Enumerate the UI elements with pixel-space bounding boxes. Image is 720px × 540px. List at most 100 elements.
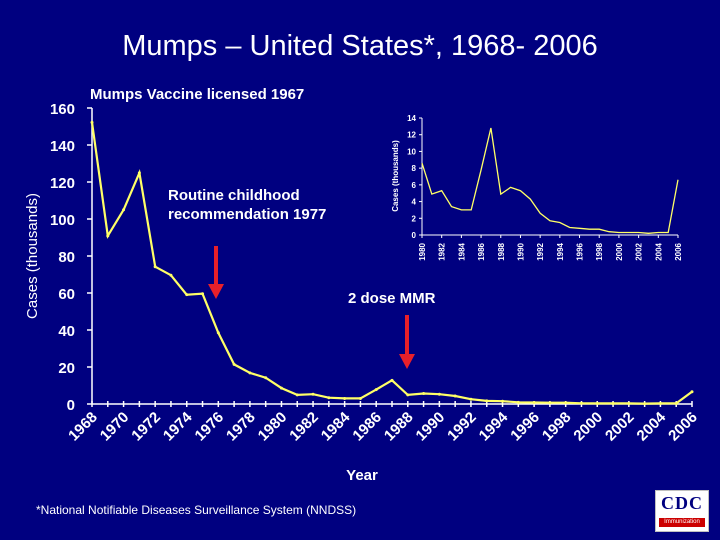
data-point — [122, 208, 126, 212]
inset-x-tick-label: 1992 — [536, 242, 545, 260]
data-point — [643, 402, 647, 406]
data-point — [90, 120, 94, 124]
x-tick-label: 1972 — [128, 409, 164, 445]
data-point — [516, 400, 520, 404]
data-point — [690, 390, 694, 394]
data-point — [279, 386, 283, 390]
data-point — [532, 401, 536, 405]
data-point — [216, 331, 220, 335]
y-tick-label: 40 — [58, 323, 75, 340]
data-point — [564, 401, 568, 405]
inset-x-tick-label: 1994 — [556, 242, 565, 260]
data-point — [232, 362, 236, 366]
data-point — [611, 401, 615, 405]
x-tick-label: 1984 — [318, 408, 354, 444]
x-tick-label: 1980 — [255, 409, 291, 445]
vaccine-licensed-label: Mumps Vaccine licensed 1967 — [90, 86, 304, 103]
inset-x-tick-label: 2002 — [635, 242, 644, 260]
x-tick-label: 1970 — [97, 409, 133, 445]
inset-y-tick-label: 10 — [407, 147, 416, 156]
data-point — [658, 401, 662, 405]
data-point — [264, 376, 268, 380]
inset-x-tick-label: 1982 — [438, 242, 447, 260]
data-point — [343, 396, 347, 400]
y-tick-label: 0 — [67, 397, 75, 414]
chart-annotations: Mumps Vaccine licensed 1967 Routine child… — [90, 86, 436, 369]
inset-y-tick-label: 12 — [407, 131, 416, 140]
inset-x-tick-label: 1980 — [418, 242, 427, 260]
x-tick-label: 1996 — [507, 409, 543, 445]
inset-y-tick-label: 14 — [407, 114, 416, 123]
data-point — [674, 401, 678, 405]
data-point — [469, 397, 473, 401]
data-point — [137, 171, 141, 175]
x-axis-title: Year — [346, 467, 378, 484]
y-axis-title: Cases (thousands) — [24, 193, 41, 319]
x-tick-label: 1992 — [444, 409, 480, 445]
routine-recommendation-label-2: recommendation 1977 — [168, 206, 326, 223]
data-point — [485, 399, 489, 403]
inset-x-tick-label: 1998 — [595, 242, 604, 260]
x-tick-label: 2006 — [665, 409, 701, 445]
inset-x-tick-label: 1984 — [457, 242, 466, 260]
inset-y-tick-label: 2 — [412, 214, 417, 223]
inset-x-tick-label: 2006 — [674, 242, 683, 260]
inset-y-tick-label: 4 — [412, 198, 417, 207]
inset-x-tick-label: 1990 — [516, 242, 525, 260]
inset-x-tick-label: 1988 — [497, 242, 506, 260]
inset-y-tick-label: 6 — [412, 181, 417, 190]
data-point — [295, 393, 299, 397]
cdc-logo: CDC Immunization — [655, 490, 709, 532]
data-point — [358, 396, 362, 400]
two-dose-mmr-label: 2 dose MMR — [348, 290, 436, 307]
inset-x-tick-label: 1986 — [477, 242, 486, 260]
x-tick-label: 1968 — [65, 409, 101, 445]
cdc-logo-band: Immunization — [659, 518, 705, 527]
y-tick-label: 120 — [50, 175, 75, 192]
x-tick-label: 1974 — [160, 408, 196, 444]
x-tick-label: 1990 — [413, 409, 449, 445]
two-dose-arrow-head — [399, 354, 415, 369]
x-tick-label: 1976 — [192, 409, 228, 445]
x-tick-label: 1982 — [286, 409, 322, 445]
data-point — [453, 394, 457, 398]
routine-arrow-head — [208, 284, 224, 299]
data-point — [437, 392, 441, 396]
inset-cases-line — [421, 127, 679, 234]
data-point — [422, 391, 426, 395]
main-chart-plot — [90, 120, 694, 406]
y-tick-label: 80 — [58, 249, 75, 266]
data-point — [327, 396, 331, 400]
inset-x-tick-label: 2000 — [615, 242, 624, 260]
data-point — [374, 388, 378, 392]
cdc-logo-letters: CDC — [661, 493, 703, 513]
x-tick-label: 1988 — [381, 409, 417, 445]
data-point — [311, 392, 315, 396]
data-point — [548, 401, 552, 405]
x-tick-label: 1994 — [476, 408, 512, 444]
data-point — [153, 265, 157, 269]
inset-y-tick-label: 0 — [412, 231, 417, 240]
data-point — [406, 393, 410, 397]
y-tick-label: 140 — [50, 138, 75, 155]
x-tick-label: 2004 — [634, 408, 670, 444]
footnote: *National Notifiable Diseases Surveillan… — [36, 503, 357, 517]
y-tick-label: 160 — [50, 101, 75, 118]
data-point — [579, 401, 583, 405]
x-tick-label: 1986 — [349, 409, 385, 445]
data-point — [185, 293, 189, 297]
slide-title: Mumps – United States*, 1968- 2006 — [122, 30, 598, 62]
inset-y-tick-label: 8 — [412, 164, 417, 173]
y-tick-label: 60 — [58, 286, 75, 303]
data-point — [106, 234, 110, 238]
data-point — [627, 401, 631, 405]
data-point — [390, 378, 394, 382]
inset-x-tick-label: 1996 — [576, 242, 585, 260]
data-point — [595, 401, 599, 405]
x-tick-label: 2000 — [570, 409, 606, 445]
inset-x-tick-label: 2004 — [654, 242, 663, 260]
y-tick-label: 100 — [50, 212, 75, 229]
data-point — [169, 273, 173, 277]
